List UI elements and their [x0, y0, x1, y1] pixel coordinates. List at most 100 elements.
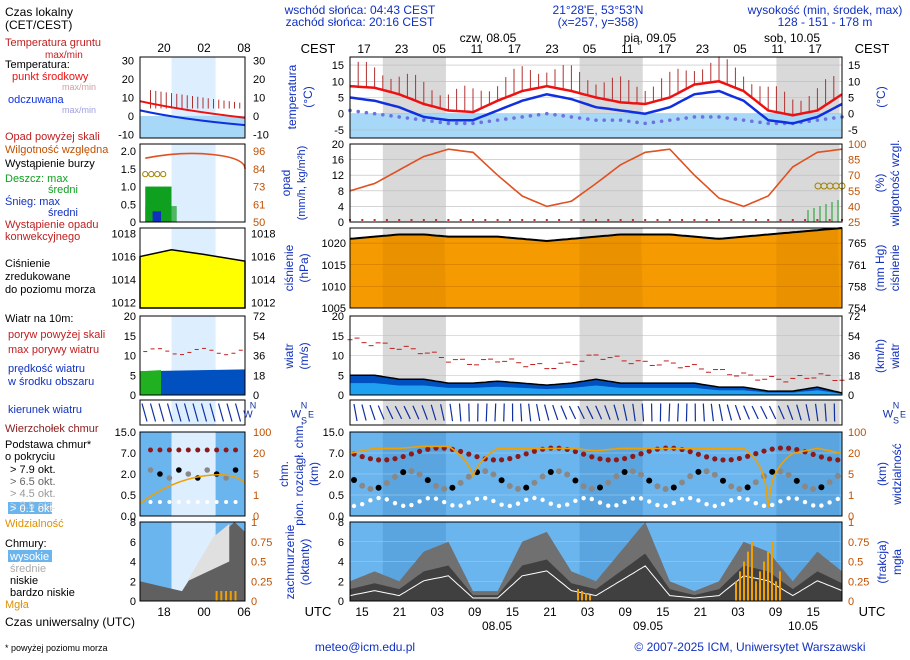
cloud-low-dot	[614, 503, 619, 508]
dewpoint-dot	[758, 120, 762, 125]
cloud-top-dot	[827, 456, 833, 462]
date-label: 09.05	[633, 619, 663, 633]
cloud-low-dot	[360, 501, 365, 507]
legend-wind-arrow	[149, 403, 157, 422]
legend-frame-clouds	[139, 521, 246, 602]
dewpoint-dot	[536, 112, 541, 117]
feels-like-line	[349, 89, 843, 125]
sunrise-text: wschód słońca: 04:43 CEST	[284, 3, 436, 17]
cloud-top-dot	[720, 457, 726, 463]
cloud-top-dot	[572, 448, 579, 455]
legend-okt-45: > 4.5 okt.	[10, 488, 56, 500]
cloud-low-dot	[409, 502, 414, 508]
cloud-low-dot	[491, 498, 496, 504]
wind-arrow	[440, 404, 445, 421]
legend-temp-maxmin: max/min	[62, 82, 96, 92]
legend-utc-tick: 18	[157, 605, 171, 619]
wind-arrow	[814, 403, 819, 422]
local-hour-tick: 23	[545, 42, 559, 56]
cloud-tick: 2	[338, 576, 344, 588]
fog-bar	[581, 591, 583, 601]
dewpoint-dot	[438, 120, 443, 125]
fog-bar	[743, 561, 745, 601]
precip-tick: 20	[332, 139, 344, 151]
legend-base-dot	[185, 471, 192, 477]
cloud-low-dot	[589, 496, 594, 502]
cloud-base-dot	[728, 483, 735, 490]
legend-wind-tick-r: 72	[253, 311, 265, 323]
timezone-label: (CET/CEST)	[5, 18, 72, 32]
cloud-base-dot	[662, 485, 669, 492]
legend-wind-tick: 5	[130, 370, 136, 382]
legend-cloudbase-1: Podstawa chmur*	[5, 439, 92, 451]
legend-low-dot	[214, 500, 219, 504]
wind-kmh-unit: (km/h)	[873, 339, 887, 373]
precip-axis-label: opad	[279, 170, 293, 197]
legend-top-dot	[185, 447, 191, 453]
wind-arrow	[632, 403, 636, 422]
local-hour-tick: 17	[357, 42, 371, 56]
legend-rain-avg: średni	[48, 184, 78, 196]
cloud-low-dot	[401, 503, 406, 509]
legend-low-dot	[233, 500, 238, 504]
wind-arrow	[520, 403, 523, 422]
cloud-base-dot	[457, 479, 464, 486]
precip-marker	[582, 219, 585, 221]
cloud-low-dot	[679, 497, 685, 502]
fog-tick: 1	[848, 517, 854, 529]
clouds-axis-label: zachmurzenie	[283, 524, 297, 599]
legend-subzero	[140, 115, 245, 138]
utc-right: UTC	[859, 604, 886, 619]
dewpoint-dot	[479, 120, 484, 125]
cloud-base-dot	[367, 485, 374, 492]
dewpoint-dot	[381, 112, 385, 117]
cloud-low-dot	[663, 503, 668, 509]
cloud-low-dot	[442, 499, 447, 505]
pressure-night-shade	[579, 234, 643, 308]
legend-base-dot	[147, 467, 154, 473]
legend-temp-line	[139, 100, 246, 119]
legend-top-dot	[166, 447, 172, 453]
wind-arrow	[430, 404, 437, 421]
legend-fog-bar	[225, 591, 228, 601]
wind-arrow	[743, 405, 750, 420]
cloud-top-dot	[515, 453, 521, 460]
pressure-tick: 1005	[322, 303, 346, 315]
legend-visibility: Widzialność	[5, 518, 64, 530]
legend-base-dot	[176, 467, 182, 473]
legend-base-dot	[204, 467, 210, 473]
precip-marker	[730, 219, 733, 221]
local-hour-tick: 17	[658, 42, 672, 56]
fog-tick: 0.75	[848, 537, 869, 549]
dewpoint-dot	[709, 115, 713, 119]
utc-hour-tick: 09	[769, 605, 783, 619]
panel-frame-winddir	[349, 399, 843, 426]
precip-marker	[422, 219, 425, 221]
legend-high-bg	[8, 550, 52, 562]
wind-arrow	[726, 404, 733, 421]
wind-arrow	[369, 404, 376, 421]
precip-marker	[545, 219, 548, 221]
legend-wind-arrow	[192, 403, 199, 422]
precip-marker	[791, 219, 794, 221]
visibility-tick: 1	[848, 490, 854, 502]
legend-feels-line	[139, 109, 246, 127]
cloud-base-dot	[572, 477, 579, 484]
legend-low-dot	[195, 500, 200, 504]
wind-arrow	[805, 404, 811, 421]
cloud-low-dot	[671, 500, 676, 506]
legend-base-dot	[157, 471, 163, 477]
dewpoint-dot	[520, 115, 524, 119]
legend-temp-tick: 30	[122, 56, 134, 68]
legend-humid-tick: 73	[253, 182, 265, 194]
legend-clouds-low: niskie	[10, 575, 38, 587]
dewpoint-dot	[561, 114, 565, 118]
cloud-top-dot	[794, 446, 800, 453]
dewpoint-dot	[372, 111, 377, 116]
night-band	[382, 400, 446, 425]
legend-rain-max: Deszcz: max	[5, 173, 68, 185]
temp-tick: 10	[332, 76, 344, 88]
legend-low-dot	[148, 500, 153, 504]
cloud-base-dot	[826, 479, 833, 486]
wind-arrow	[760, 405, 768, 420]
